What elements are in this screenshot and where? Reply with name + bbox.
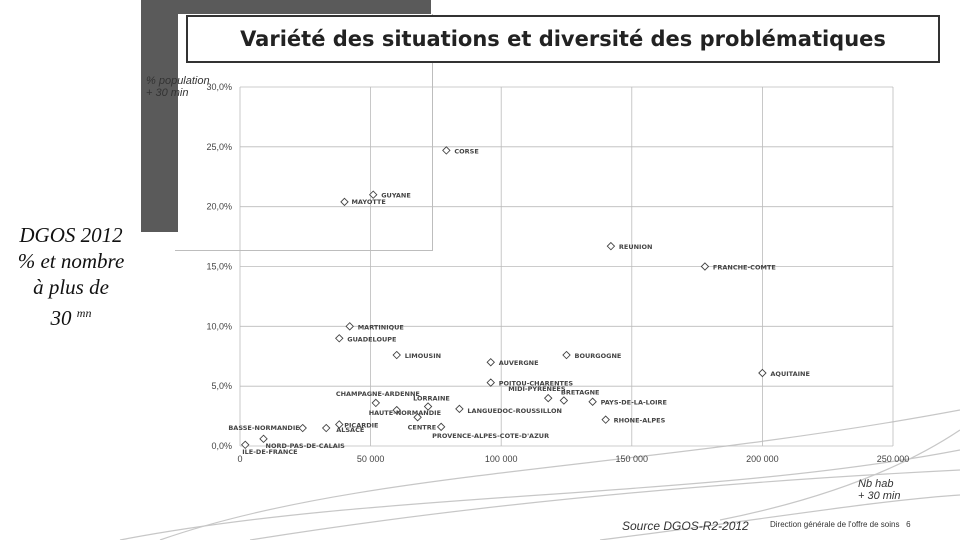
footer: Direction générale de l'offre de soins 6 [770, 520, 911, 529]
data-point-label: NORD-PAS-DE-CALAIS [266, 442, 346, 450]
data-point [442, 146, 451, 155]
data-point-label: BASSE-NORMANDIE [228, 424, 299, 432]
data-point-label: MARTINIQUE [358, 323, 404, 331]
data-point-label: MAYOTTE [351, 198, 385, 206]
y-tick-label: 10,0% [206, 321, 232, 331]
side-note-number: 30 [50, 306, 72, 330]
data-point [392, 350, 401, 360]
decorative-curve [159, 409, 960, 540]
data-point [368, 190, 378, 199]
data-point-label: CHAMPAGNE-ARDENNE [336, 390, 420, 398]
data-point [392, 405, 401, 415]
data-point [486, 378, 495, 387]
decorative-dark-bar [141, 0, 178, 232]
data-point-label: AUVERGNE [499, 359, 539, 367]
footer-text: Direction générale de l'offre de soins [770, 520, 900, 529]
data-point [240, 440, 250, 450]
data-point [335, 420, 344, 429]
data-point-label: PICARDIE [344, 421, 378, 429]
data-point-label: BOURGOGNE [575, 352, 622, 360]
data-point-label: LANGUEDOC-ROUSSILLON [467, 407, 562, 415]
x-tick-label: 50 000 [357, 454, 385, 464]
data-point [423, 402, 433, 411]
data-point-label: HAUTE-NORMANDIE [369, 409, 441, 417]
slide-title: Variété des situations et diversité des … [186, 15, 940, 63]
y-axis-title-line2: + 30 min [146, 87, 189, 99]
data-point [486, 357, 495, 367]
data-point [259, 434, 268, 444]
x-axis-title-line1: Nb hab [858, 478, 894, 490]
x-tick-label: 250 000 [877, 454, 910, 464]
data-point-label: CENTRE [408, 423, 437, 431]
side-note-line3: à plus de [33, 275, 109, 299]
decorative-frame [175, 14, 433, 251]
page-number: 6 [906, 520, 911, 529]
y-tick-label: 5,0% [211, 381, 232, 391]
y-tick-label: 30,0% [206, 82, 232, 92]
data-point-label: BRETAGNE [561, 389, 600, 397]
data-point-label: GUADELOUPE [347, 335, 396, 343]
side-note-line1: DGOS 2012 [19, 223, 123, 247]
data-point-label: ALSACE [336, 426, 364, 434]
y-tick-label: 25,0% [206, 142, 232, 152]
data-point [371, 398, 381, 408]
data-point-label: PAYS-DE-LA-LOIRE [601, 399, 667, 407]
data-point [601, 415, 610, 424]
data-point [413, 413, 422, 422]
data-point [700, 262, 710, 271]
decorative-dark-top-bar [141, 0, 431, 14]
y-tick-label: 20,0% [206, 202, 232, 212]
data-point [562, 350, 571, 360]
source-note: Source DGOS-R2-2012 [622, 519, 749, 533]
decorative-curve [599, 494, 960, 540]
side-note-line2: % et nombre [17, 249, 125, 273]
decorative-curve [249, 469, 960, 540]
data-point [588, 397, 597, 406]
x-tick-label: 100 000 [485, 454, 518, 464]
decorative-curves [119, 409, 960, 540]
chart-axes: 0,0% 5,0% 10,0% 15,0% 20,0% 25,0% 30,0% 0 50 000… [206, 82, 909, 464]
y-tick-label: 15,0% [206, 262, 232, 272]
data-point-label: ILE-DE-FRANCE [242, 448, 297, 456]
x-axis-title: Nb hab + 30 min [858, 478, 901, 502]
x-tick-label: 0 [237, 454, 242, 464]
data-point-label: LORRAINE [413, 395, 450, 403]
data-point-label: GUYANE [381, 192, 411, 200]
x-axis-title-line2: + 30 min [858, 490, 901, 502]
y-axis-title-line1: % population [146, 75, 210, 87]
data-point [335, 334, 344, 343]
x-tick-label: 200 000 [746, 454, 779, 464]
x-tick-label: 150 000 [616, 454, 649, 464]
data-point-label: PROVENCE-ALPES-COTE-D'AZUR [432, 432, 549, 440]
data-point-label: REUNION [619, 243, 653, 251]
side-note: DGOS 2012 % et nombre à plus de 30 mn [2, 222, 140, 331]
data-point [345, 322, 354, 331]
data-point [606, 241, 616, 251]
data-point-label: POITOU-CHARENTES [499, 380, 574, 388]
side-note-unit: mn [76, 306, 92, 320]
side-note-line4: 30 mn [2, 300, 140, 331]
data-point-label: MIDI-PYRENEES [508, 385, 566, 393]
data-point [543, 393, 553, 403]
data-point-label: LIMOUSIN [405, 352, 441, 360]
data-point-label: AQUITAINE [770, 370, 810, 378]
y-tick-label: 0,0% [211, 441, 232, 451]
decorative-curve [719, 429, 960, 521]
data-point [758, 368, 767, 378]
decorative-curve [119, 449, 960, 540]
data-point [436, 422, 446, 432]
y-axis-title: % population + 30 min [146, 75, 210, 99]
data-point-label: RHONE-ALPES [614, 417, 666, 425]
data-point [321, 423, 331, 433]
data-point [455, 404, 464, 414]
data-point [340, 197, 349, 207]
data-point-label: CORSE [454, 147, 478, 155]
data-point-label: FRANCHE-COMTE [713, 264, 776, 272]
data-point [298, 423, 307, 433]
data-point [559, 396, 569, 405]
